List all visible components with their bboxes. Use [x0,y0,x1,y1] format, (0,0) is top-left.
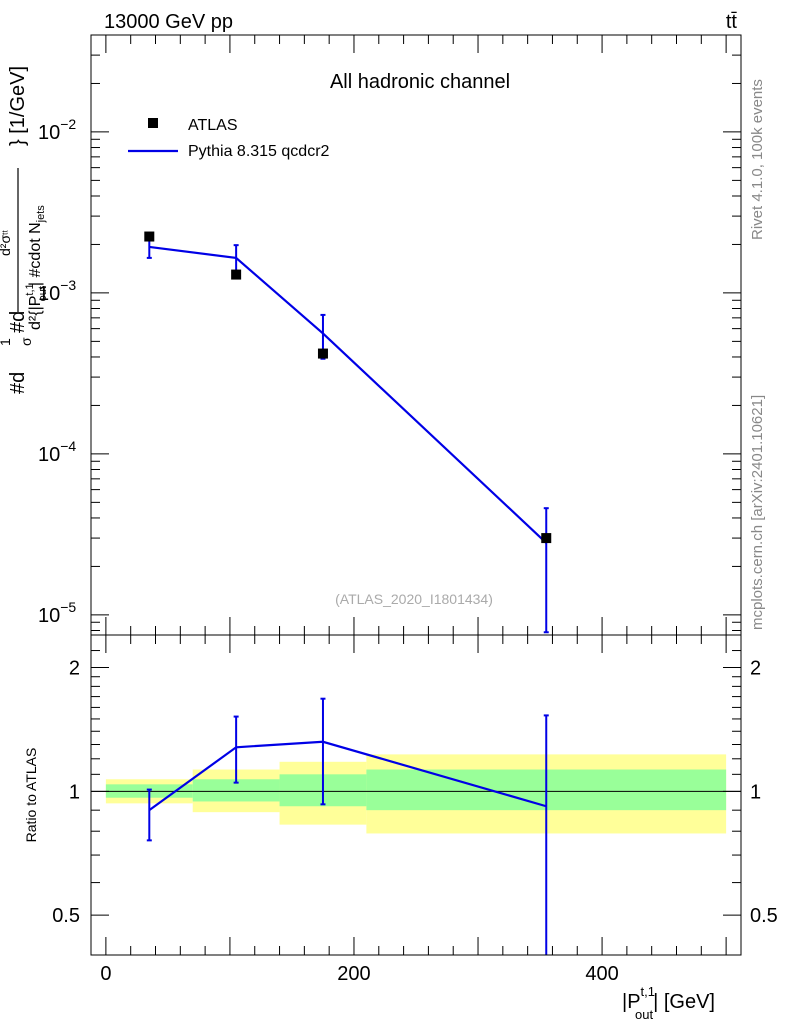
ylabel-unit: } [1/GeV] [7,66,29,146]
svg-text:σ: σ [18,337,34,346]
main-axes-layer: 10−210−310−410−5 [38,34,741,635]
ratio-ylabel: Ratio to ATLAS [23,748,39,843]
pythia-line [149,245,548,544]
xlabel-c: out [635,1007,653,1022]
ylabel-one: 1 [0,338,13,346]
ratio-y-tick-label-right: 2 [750,658,761,680]
atlas-data-point [144,231,155,242]
ylabel-sigma: σ [18,337,34,346]
uncertainty-band-green [192,779,280,802]
svg-text:#d: #d [7,372,29,394]
side-text-rivet: Rivet 4.1.0, 100k events [749,79,766,240]
ylabel-d1: #d [7,372,29,394]
header-right-label: tt̄ [726,11,738,33]
xlabel-b: t,1 [641,984,655,999]
ylabel-tt: ᵗᵗ [1,229,13,234]
main-y-tick-label: 10−4 [38,438,76,466]
side-text-mcplots: mcplots.cern.ch [arXiv:2401.10621] [749,395,766,630]
watermark: (ATLAS_2020_I1801434) [335,591,493,607]
ratio-series-layer [146,697,549,955]
ratio-axes-layer: 0.5 0.5 1 1 2 2 0 200 400 [52,634,778,985]
atlas-data-point [317,348,328,359]
svg-text:} [1/GeV]: } [1/GeV] [7,66,29,146]
ylabel-den-b: t,1 [24,283,36,295]
svg-text:d²{|Pt,1out| #cdot Njets: d²{|Pt,1out| #cdot Njets [24,205,49,330]
main-y-tick-label: 10−2 [38,116,76,144]
main-y-tick-exponent: −2 [60,116,76,132]
legend-atlas-marker [148,118,158,128]
ratio-pythia-line [148,740,547,812]
main-y-tick-mantissa: 10 [38,122,60,144]
svg-text:d²σᵗᵗ: d²σᵗᵗ [0,229,13,256]
legend-pythia-label: Pythia 8.315 qcdcr2 [188,143,330,160]
main-y-tick-exponent: −3 [60,277,76,293]
main-title: All hadronic channel [330,71,510,93]
svg-text:#d: #d [7,311,29,333]
ylabel-den-d: | #cdot N [27,222,44,286]
ratio-xlabel: |Pt,1 out| [GeV] [622,984,715,1022]
svg-text:|Pt,1out| [GeV]: |Pt,1 out| [GeV] [622,984,715,1022]
ratio-y-tick-label-right: 0.5 [750,905,778,927]
legend-atlas-label: ATLAS [188,117,238,134]
ratio-y-tick-label: 0.5 [52,905,80,927]
atlas-data-point [231,269,242,280]
main-y-tick-mantissa: 10 [38,283,60,305]
main-ylabel: #d 1 σ #d d²σᵗᵗ d²{|Pt,1out| #cdot Njets… [0,66,49,394]
main-panel: 10−210−310−410−5 All hadronic channel (A… [0,34,742,636]
main-y-tick-label: 10−3 [38,277,76,305]
ratio-bands-layer [91,754,741,834]
ylabel-d2: #d [7,311,29,333]
ylabel-den-c: out [37,286,49,301]
ratio-x-tick-label: 0 [100,963,111,985]
svg-text:1: 1 [0,338,13,346]
ratio-y-tick-label: 2 [69,658,80,680]
main-y-tick-exponent: −5 [60,599,76,615]
ratio-x-tick-label: 200 [337,963,370,985]
main-y-tick-label: 10−5 [38,599,76,627]
atlas-data-point [541,533,552,544]
ratio-panel-frame [90,634,742,956]
xlabel-a: |P [622,991,641,1013]
main-y-tick-mantissa: 10 [38,605,60,627]
main-y-tick-exponent: −4 [60,438,76,454]
ratio-panel: 0.5 0.5 1 1 2 2 0 200 400 Ratio to ATLAS |Pt,1 ou… [23,634,778,1022]
ratio-y-tick-label-right: 1 [750,781,761,803]
ylabel-den-e: jets [35,205,47,224]
main-y-tick-mantissa: 10 [38,444,60,466]
xlabel-d: | [GeV] [653,991,715,1013]
ylabel-num: d²σ [0,235,13,256]
ratio-x-tick-label: 400 [585,963,618,985]
ylabel-den-a: d²{|P [27,296,44,330]
main-series-layer [144,231,552,634]
legend: ATLAS Pythia 8.315 qcdcr2 [128,117,330,160]
header-left-label: 13000 GeV pp [104,11,233,33]
ratio-y-tick-label: 1 [69,781,80,803]
